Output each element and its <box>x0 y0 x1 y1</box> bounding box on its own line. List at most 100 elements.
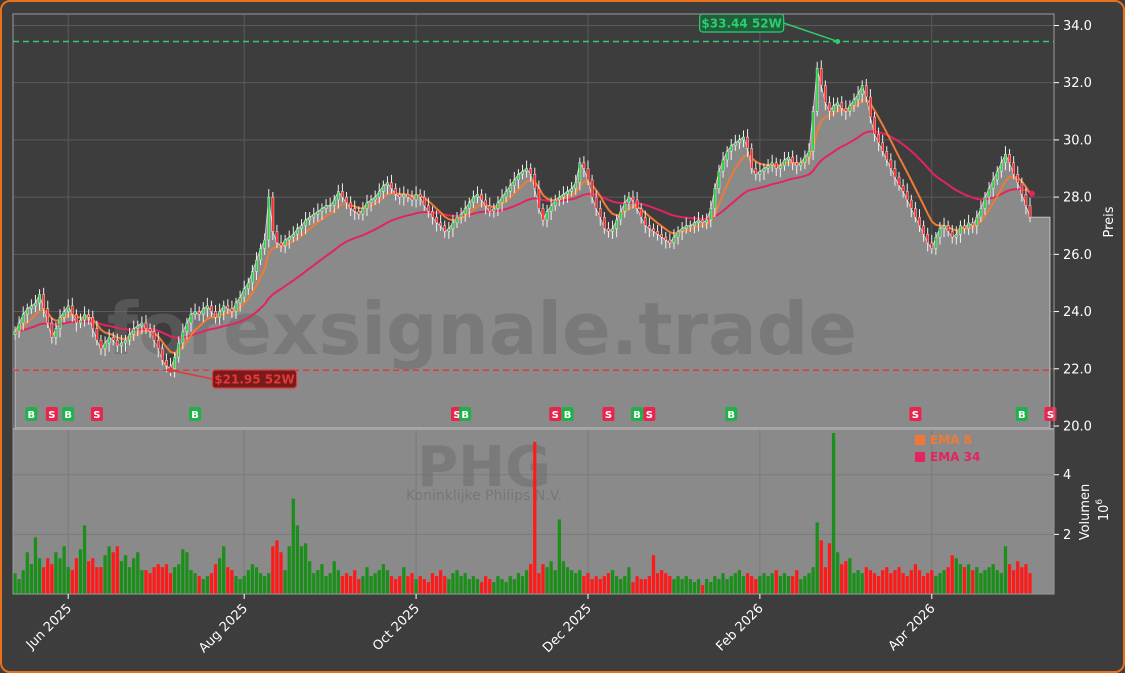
candle <box>950 224 954 244</box>
candle-body <box>201 308 205 315</box>
volume-bar <box>569 570 574 594</box>
volume-bar <box>807 573 811 594</box>
candle-body <box>259 248 262 261</box>
candle-body <box>455 216 459 224</box>
candle-body <box>648 225 651 229</box>
candle-body <box>959 225 962 235</box>
candle-body <box>99 339 103 349</box>
volume-bar <box>238 579 242 594</box>
volume-bar <box>598 579 602 594</box>
candle <box>83 306 86 327</box>
candle-body <box>148 328 152 332</box>
candle-body <box>275 231 279 244</box>
candle <box>631 190 635 209</box>
candle-body <box>402 194 406 198</box>
candle <box>504 186 508 203</box>
volume-bar <box>840 564 844 594</box>
volume-bar <box>283 570 287 594</box>
candle <box>803 150 807 170</box>
candle-body <box>496 202 500 209</box>
volume-bar <box>447 579 451 594</box>
candle <box>869 88 872 124</box>
volume-bar <box>185 552 189 594</box>
candle <box>427 197 430 218</box>
candle-body <box>660 234 663 238</box>
volume-bar <box>549 561 553 594</box>
volume-bar <box>958 564 963 594</box>
volume-bar <box>140 570 144 594</box>
signal-label: B <box>461 410 469 421</box>
candle-body <box>312 214 316 218</box>
candle <box>214 304 217 324</box>
candle-body <box>828 102 831 112</box>
volume-bar <box>946 567 950 594</box>
candle <box>688 220 692 233</box>
candle-body <box>79 319 82 324</box>
candle-body <box>226 305 230 309</box>
volume-bar <box>721 573 725 594</box>
candle <box>783 151 786 171</box>
signal-box <box>631 407 644 421</box>
volume-bar <box>475 579 480 594</box>
volume-bar <box>574 573 578 594</box>
candle <box>173 352 176 378</box>
volume-bar <box>74 558 79 594</box>
candle-body <box>672 236 676 244</box>
candle <box>918 209 921 233</box>
candle <box>206 297 209 318</box>
volume-bar <box>614 576 619 594</box>
candle-body <box>950 231 954 238</box>
candle-body <box>922 225 925 235</box>
volume-bar <box>213 564 218 594</box>
candle <box>991 171 995 198</box>
volume-bar <box>201 579 205 594</box>
candle <box>680 222 684 241</box>
candle <box>279 234 283 253</box>
candle <box>926 227 930 252</box>
candle-body <box>979 208 983 218</box>
date-tick-label: Jun 2025 <box>23 601 75 653</box>
candle <box>562 186 565 205</box>
candle <box>210 300 213 317</box>
candle <box>983 191 987 215</box>
candle <box>779 159 782 178</box>
candle-body <box>173 357 176 369</box>
volume-bar <box>136 552 140 594</box>
volume-bar <box>209 573 214 594</box>
volume-bar <box>668 576 672 594</box>
volume-bar <box>557 519 561 594</box>
candle-body <box>901 185 905 192</box>
volume-bar <box>443 576 447 594</box>
candle <box>594 190 598 216</box>
volume-bar <box>655 573 660 594</box>
sell-signal: S <box>1044 407 1057 421</box>
high-52w-point <box>835 38 841 44</box>
volume-bar <box>688 579 692 594</box>
candle-body <box>283 239 287 246</box>
candle <box>148 323 152 338</box>
volume-bar <box>177 564 181 594</box>
volume-bar <box>33 537 38 594</box>
volume-bar <box>913 564 918 594</box>
volume-bar <box>930 570 934 594</box>
candle <box>418 189 422 206</box>
candle <box>107 329 111 352</box>
volume-bar <box>484 576 488 594</box>
candle <box>856 86 860 108</box>
volume-bar <box>524 570 529 594</box>
volume-bar <box>279 552 283 594</box>
volume-bar <box>917 570 922 594</box>
candle <box>296 223 299 241</box>
candle-body <box>558 196 561 201</box>
volume-bar <box>565 567 570 594</box>
candle <box>463 200 467 222</box>
candle-body <box>860 85 864 95</box>
candle-body <box>688 225 692 228</box>
volume-bar <box>398 576 402 594</box>
signal-box <box>90 407 103 421</box>
candle-body <box>337 191 340 201</box>
volume-bar <box>62 546 66 594</box>
candle-body <box>316 211 320 215</box>
volume-bar <box>434 576 439 594</box>
candle-body <box>783 159 786 166</box>
